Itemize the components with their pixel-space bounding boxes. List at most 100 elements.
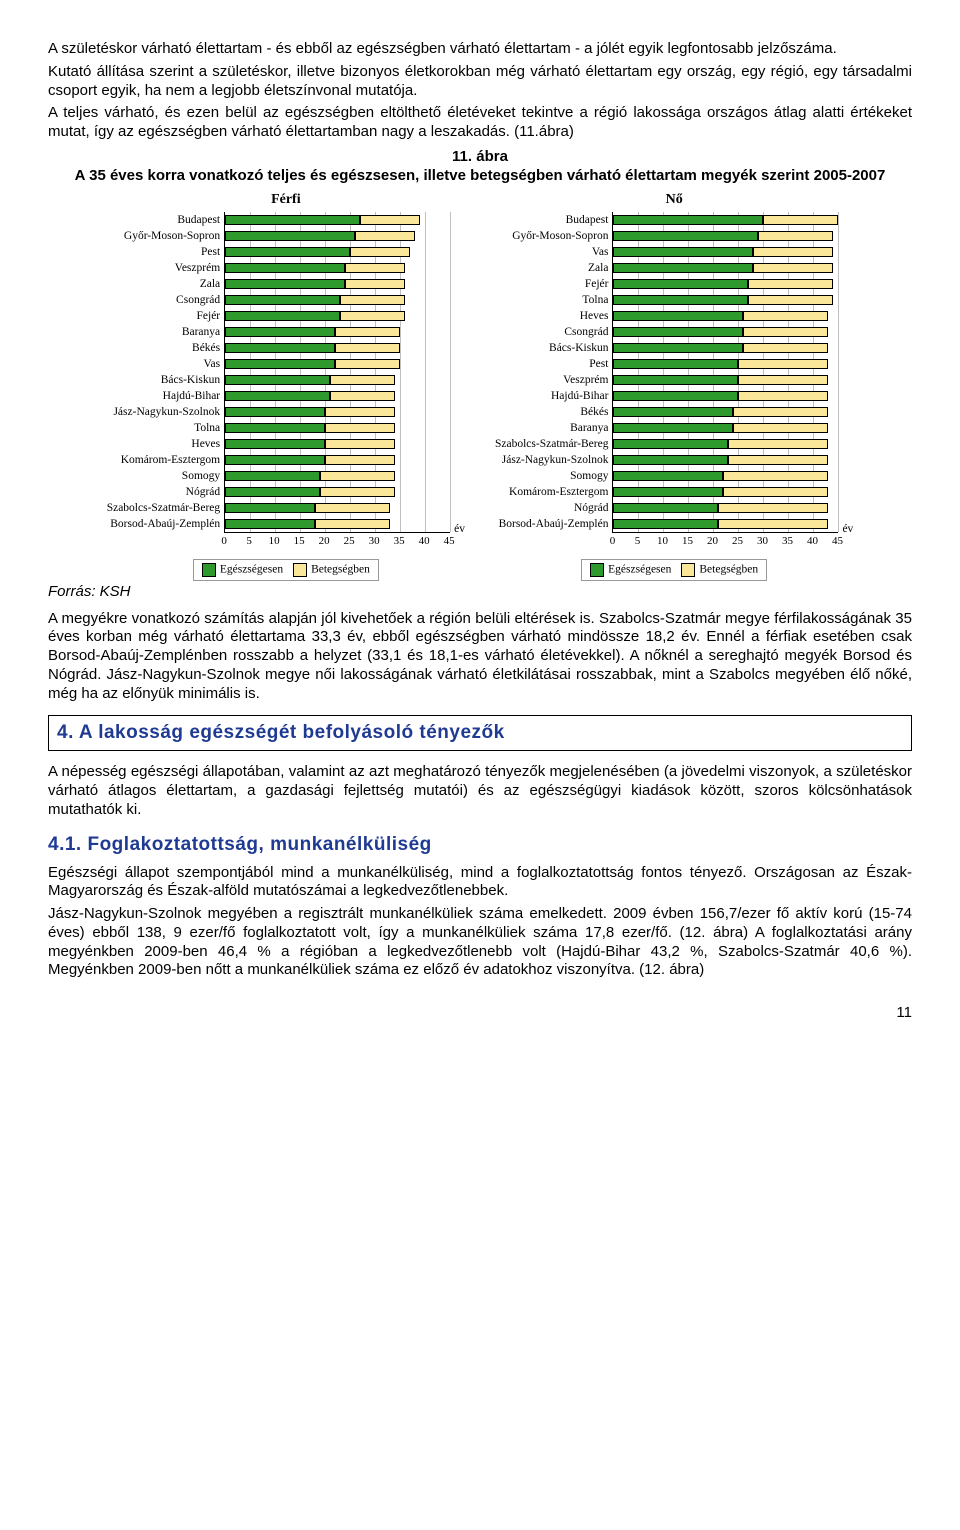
bar-sick <box>758 231 833 241</box>
gridline <box>450 212 451 532</box>
bar-healthy <box>613 263 753 273</box>
bar-sick <box>350 247 410 257</box>
x-tick: 5 <box>246 535 252 547</box>
y-label: Szabolcs-Szatmár-Bereg <box>495 436 608 452</box>
gridline <box>788 212 789 532</box>
x-tick: 30 <box>369 535 380 547</box>
bar-sick <box>753 247 833 257</box>
bar-sick <box>733 407 828 417</box>
x-tick: 25 <box>344 535 355 547</box>
chart-plot <box>612 212 838 533</box>
x-tick: 45 <box>444 535 455 547</box>
paragraph: Egészségi állapot szempontjából mind a m… <box>48 864 912 902</box>
bar-healthy <box>225 471 320 481</box>
chart-plot <box>224 212 450 533</box>
bar-healthy <box>225 311 340 321</box>
bar-healthy <box>225 375 330 385</box>
y-label: Zala <box>495 260 608 276</box>
bar-sick <box>345 263 405 273</box>
y-axis-labels: BudapestGyőr-Moson-SopronVasZalaFejérTol… <box>495 212 612 549</box>
page-number: 11 <box>48 1004 912 1021</box>
gridline <box>763 212 764 532</box>
y-label: Zala <box>107 276 220 292</box>
bar-healthy <box>613 439 728 449</box>
bar-sick <box>738 359 828 369</box>
chart-legend: EgészségesenBetegségben <box>193 559 379 581</box>
bar-healthy <box>613 279 748 289</box>
gridline <box>688 212 689 532</box>
paragraph: Kutató állítása szerint a születéskor, i… <box>48 63 912 101</box>
bar-healthy <box>225 215 360 225</box>
y-label: Baranya <box>495 420 608 436</box>
bar-sick <box>718 503 828 513</box>
bar-sick <box>315 503 390 513</box>
chart-title: Nő <box>666 192 683 208</box>
y-label: Pest <box>495 356 608 372</box>
legend-item-sick: Betegségben <box>293 563 370 577</box>
bar-sick <box>325 455 395 465</box>
bar-healthy <box>225 503 315 513</box>
bar-healthy <box>613 231 758 241</box>
legend-swatch-healthy <box>202 563 216 577</box>
gridline <box>425 212 426 532</box>
y-label: Vas <box>495 244 608 260</box>
bar-sick <box>335 343 400 353</box>
y-label: Somogy <box>107 468 220 484</box>
bar-healthy <box>225 231 355 241</box>
legend-swatch-healthy <box>590 563 604 577</box>
y-label: Békés <box>495 404 608 420</box>
paragraph: A megyékre vonatkozó számítás alapján jó… <box>48 610 912 704</box>
bar-healthy <box>613 455 728 465</box>
y-label: Nógrád <box>107 484 220 500</box>
bar-healthy <box>225 439 325 449</box>
bar-healthy <box>613 247 753 257</box>
y-label: Szabolcs-Szatmár-Bereg <box>107 500 220 516</box>
paragraph: Jász-Nagykun-Szolnok megyében a regisztr… <box>48 905 912 980</box>
bar-healthy <box>613 471 723 481</box>
x-tick: 35 <box>394 535 405 547</box>
y-label: Borsod-Abaúj-Zemplén <box>495 516 608 532</box>
bar-healthy <box>613 391 738 401</box>
x-tick: 15 <box>682 535 693 547</box>
bar-sick <box>738 391 828 401</box>
x-tick: 25 <box>732 535 743 547</box>
bar-healthy <box>225 327 335 337</box>
y-label: Fejér <box>495 276 608 292</box>
gridline <box>275 212 276 532</box>
bar-sick <box>728 455 828 465</box>
bar-sick <box>743 327 828 337</box>
legend-swatch-sick <box>293 563 307 577</box>
legend-item-healthy: Egészségesen <box>590 563 671 577</box>
paragraph: A teljes várható, és ezen belül az egész… <box>48 104 912 142</box>
bar-sick <box>345 279 405 289</box>
gridline <box>713 212 714 532</box>
y-label: Nógrád <box>495 500 608 516</box>
gridline <box>300 212 301 532</box>
paragraph: A születéskor várható élettartam - és eb… <box>48 40 912 59</box>
x-axis-unit: év <box>454 523 465 535</box>
bar-healthy <box>225 247 350 257</box>
bar-sick <box>325 439 395 449</box>
x-tick: 5 <box>635 535 641 547</box>
y-label: Győr-Moson-Sopron <box>107 228 220 244</box>
y-label: Fejér <box>107 308 220 324</box>
x-tick: 45 <box>832 535 843 547</box>
x-tick: 10 <box>269 535 280 547</box>
bar-sick <box>340 311 405 321</box>
y-label: Bács-Kiskun <box>107 372 220 388</box>
y-label: Budapest <box>107 212 220 228</box>
y-label: Somogy <box>495 468 608 484</box>
legend-item-sick: Betegségben <box>681 563 758 577</box>
gridline <box>813 212 814 532</box>
bar-sick <box>733 423 828 433</box>
gridline <box>250 212 251 532</box>
bar-healthy <box>225 295 340 305</box>
bar-sick <box>320 471 395 481</box>
x-axis-ticks: 051015202530354045 <box>612 535 837 549</box>
chart-male: FérfiBudapestGyőr-Moson-SopronPestVeszpr… <box>107 192 465 581</box>
bar-sick <box>728 439 828 449</box>
figure-number: 11. ábra <box>48 148 912 165</box>
figure-title: A 35 éves korra vonatkozó teljes és egés… <box>48 167 912 186</box>
y-label: Heves <box>495 308 608 324</box>
bar-sick <box>723 487 828 497</box>
